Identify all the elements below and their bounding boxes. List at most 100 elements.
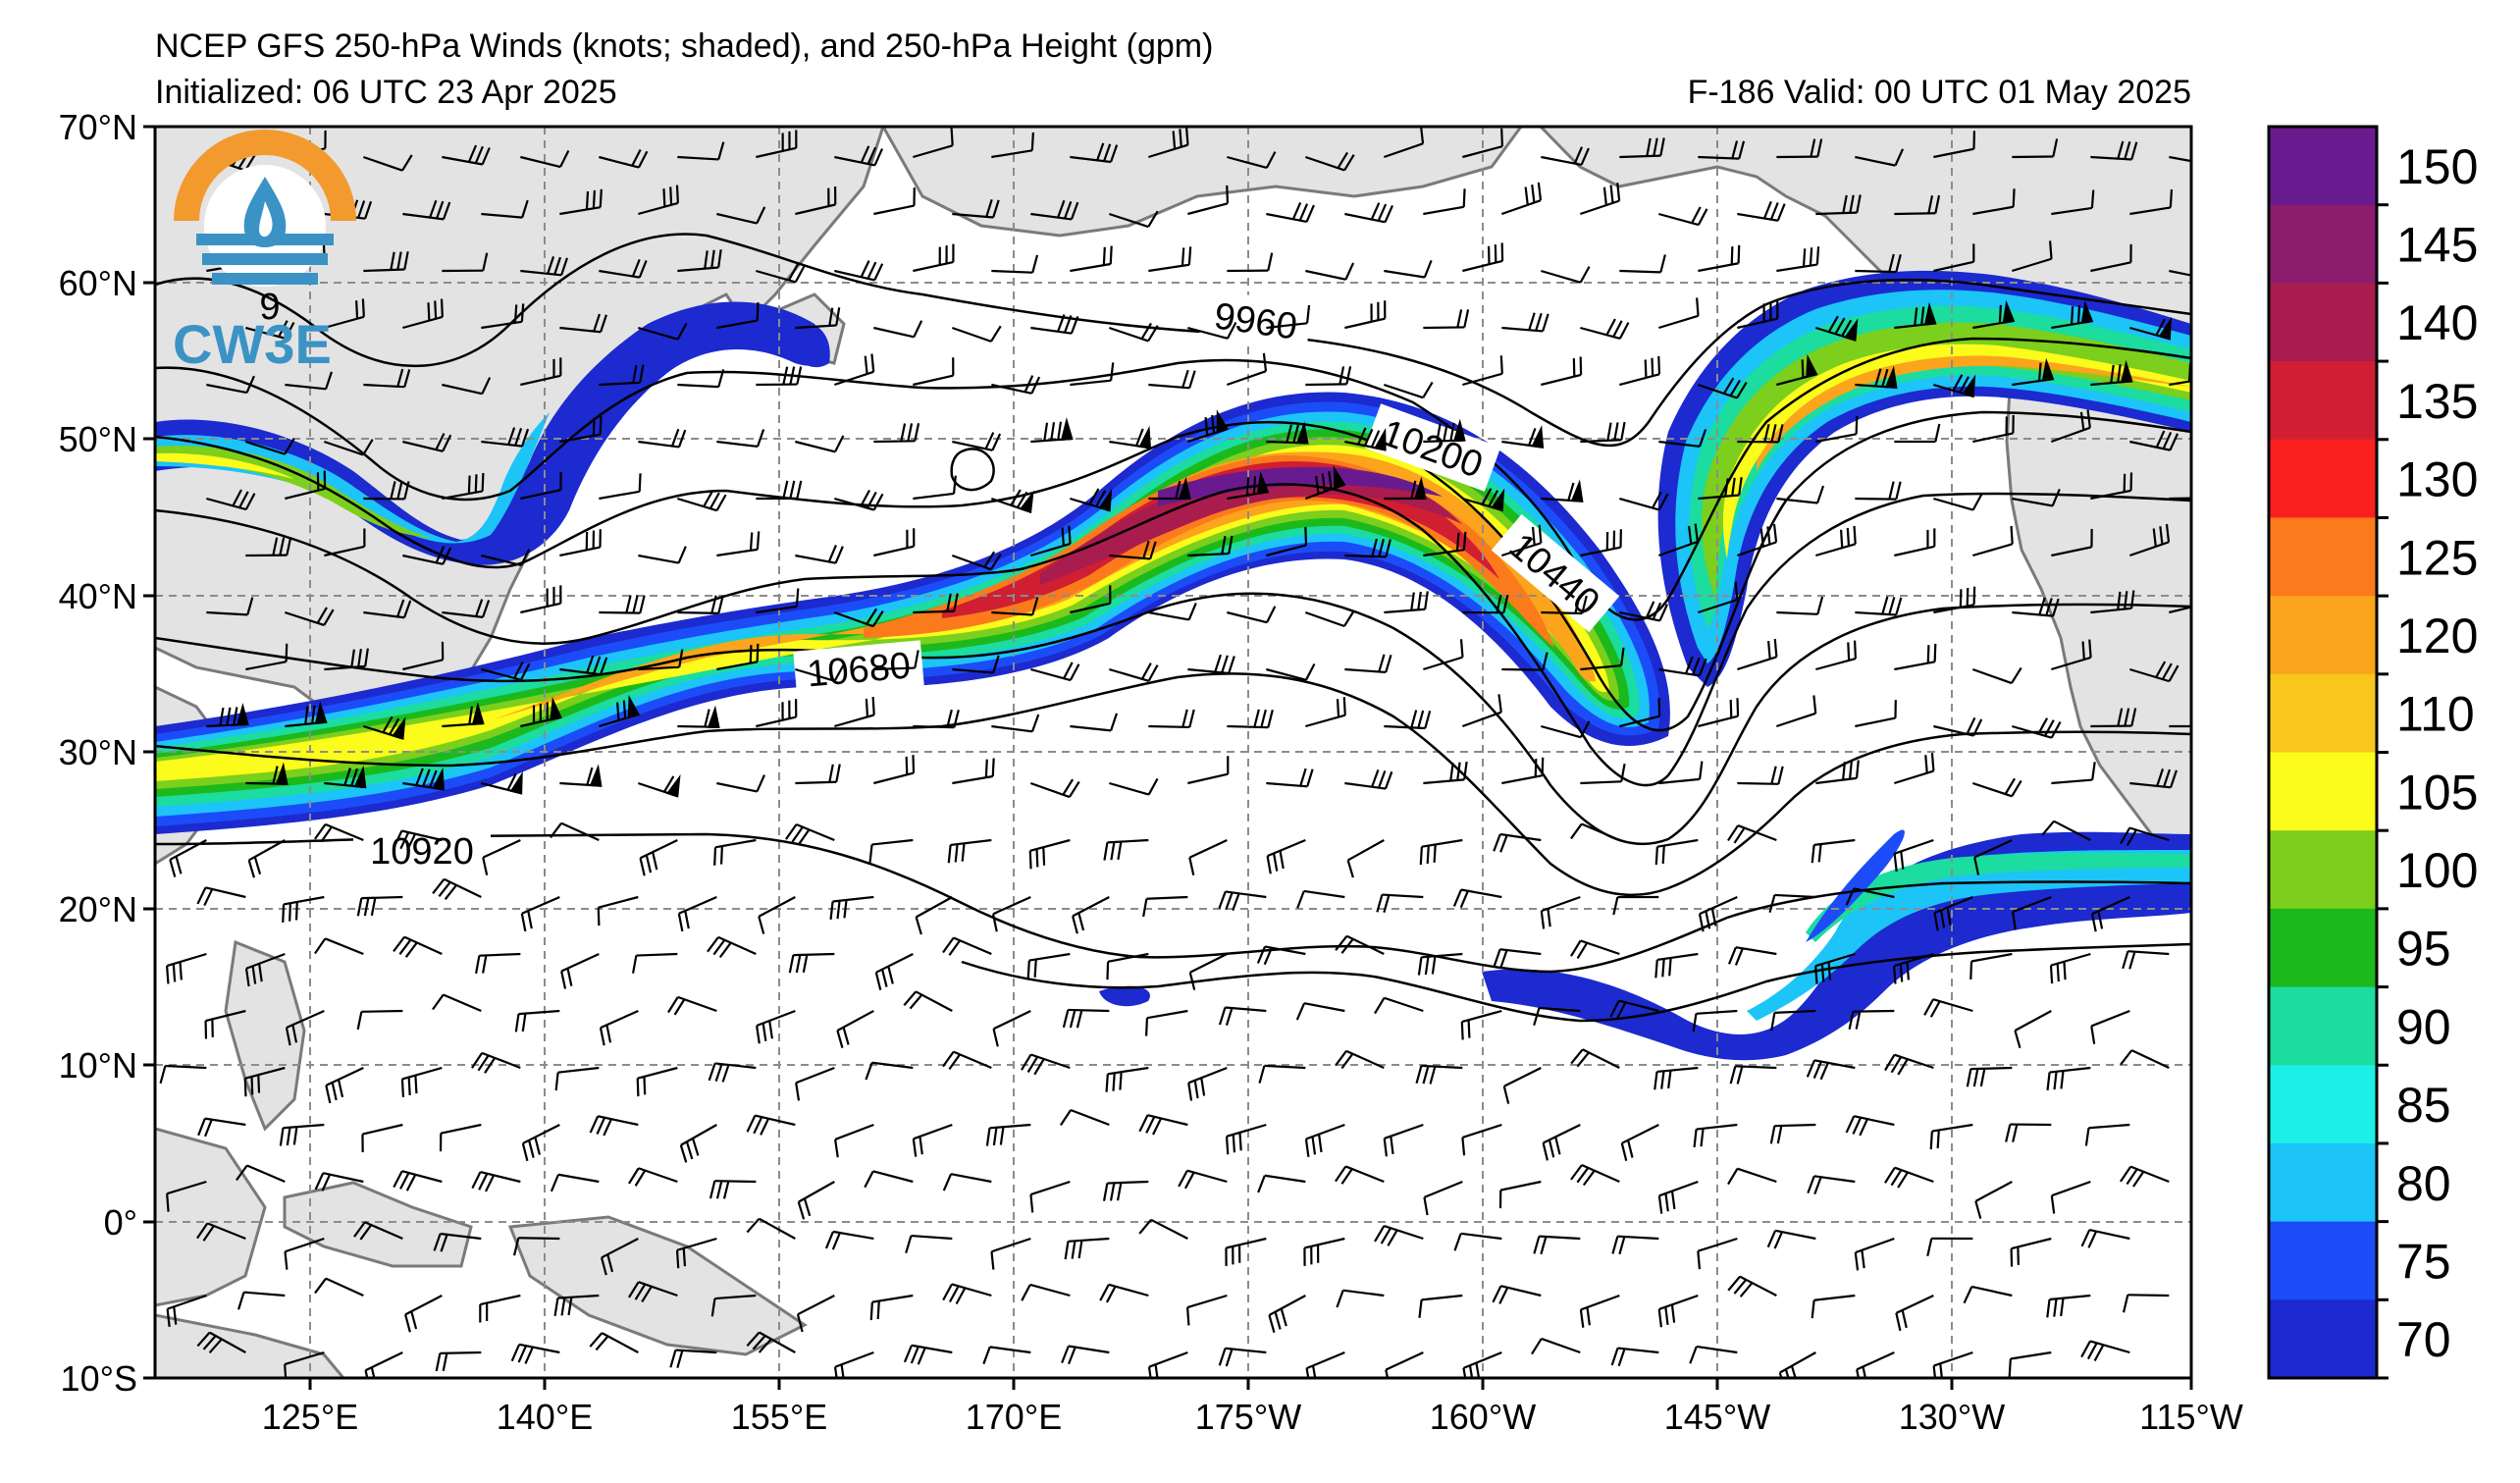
wind-barb — [1493, 948, 1542, 968]
wind-barb — [1147, 1351, 1188, 1378]
logo-sun-arc — [174, 130, 356, 222]
colorbar-label: 120 — [2396, 609, 2478, 663]
wind-barb — [1541, 720, 1591, 739]
wind-barb — [833, 608, 884, 628]
wind-barb — [873, 528, 916, 557]
wind-barb — [913, 475, 957, 501]
wind-barb — [1848, 1009, 1895, 1030]
wind-barb — [716, 429, 765, 449]
wind-barb — [1374, 1225, 1424, 1246]
wind-barb — [1895, 1295, 1934, 1332]
wind-barb — [1933, 493, 1983, 511]
wind-barb — [245, 320, 295, 340]
wind-barb — [992, 1010, 1031, 1047]
lat-label-10n: 10°N — [59, 1045, 137, 1086]
wind-barb — [1462, 355, 1503, 387]
wind-barb — [481, 199, 529, 219]
wind-barb — [1579, 1294, 1620, 1328]
wind-barb — [520, 585, 562, 614]
wind-barb — [1619, 355, 1661, 387]
wind-barb — [1533, 1235, 1581, 1255]
wind-barb — [1383, 381, 1434, 399]
wind-barb — [1109, 540, 1157, 560]
wind-barb — [1657, 1180, 1699, 1214]
wind-barb — [677, 141, 725, 161]
wind-barb — [1453, 1232, 1502, 1251]
wind-barb — [2090, 895, 2130, 932]
wind-barb — [1021, 1053, 1071, 1076]
wind-barb — [324, 298, 365, 330]
wind-barb — [1855, 596, 1903, 616]
colorbar-label: 130 — [2396, 452, 2478, 507]
wind-barb — [903, 990, 953, 1012]
wind-barb — [1893, 952, 1934, 984]
wind-barb — [2169, 155, 2191, 166]
wind-barb — [1423, 188, 1466, 216]
wind-barb — [1419, 838, 1463, 866]
wind-barb — [1612, 895, 1659, 916]
wind-barb — [1138, 1114, 1188, 1136]
wind-barb — [481, 661, 531, 681]
wind-barb — [1148, 369, 1196, 390]
wind-barb — [402, 433, 452, 452]
wind-barb — [1218, 890, 1267, 912]
wind-barb — [245, 762, 289, 785]
wind-barb — [1266, 304, 1311, 330]
lon-label-175w: 175°W — [1195, 1397, 1301, 1437]
lat-label-60n: 60°N — [59, 263, 137, 303]
wind-barb — [1188, 953, 1228, 990]
colorbar-label: 110 — [2396, 687, 2475, 742]
wind-barb — [1570, 822, 1620, 842]
wind-barb — [1462, 242, 1504, 273]
wind-barb — [1894, 528, 1936, 557]
wind-barb — [599, 148, 649, 169]
wind-barb — [905, 1234, 953, 1254]
wind-barb — [442, 252, 489, 273]
wind-barb — [1894, 753, 1935, 785]
wind-barb — [829, 895, 874, 920]
wind-barb — [1620, 1124, 1659, 1161]
wind-barb — [1385, 1351, 1424, 1378]
wind-barb — [1030, 525, 1072, 557]
wind-barb — [1737, 300, 1779, 330]
wind-barb — [1971, 666, 2022, 685]
wind-barb — [1030, 314, 1079, 335]
wind-barb — [521, 1124, 560, 1162]
wind-barb — [864, 1170, 914, 1189]
wind-barb — [1815, 760, 1860, 785]
wind-barb — [677, 895, 717, 932]
wind-barb — [1026, 952, 1071, 980]
wind-barb — [1460, 1009, 1502, 1040]
wind-barb — [1060, 1108, 1110, 1127]
colorbar-swatch — [2269, 204, 2377, 284]
wind-barb — [1344, 769, 1393, 790]
wind-barb — [1501, 312, 1549, 333]
wind-barb — [795, 307, 841, 330]
lon-label-170e: 170°E — [966, 1397, 1062, 1437]
lon-label-140e: 140°E — [497, 1397, 593, 1437]
wind-barb — [1186, 1294, 1228, 1326]
wind-barb — [1187, 654, 1235, 675]
wind-barb — [2050, 1180, 2091, 1214]
wind-barb — [1187, 322, 1237, 340]
wind-barb — [913, 127, 954, 159]
wind-barb — [1698, 140, 1746, 160]
wind-barb — [873, 755, 916, 785]
wind-barb — [1855, 481, 1902, 501]
wind-barb — [363, 715, 406, 740]
wind-barb — [402, 546, 452, 565]
wind-barb — [1775, 695, 1817, 728]
wind-barb — [677, 249, 722, 273]
wind-barb — [2050, 409, 2091, 444]
lat-label-20n: 20°N — [59, 889, 137, 929]
wind-barb — [481, 303, 525, 330]
wind-barb — [1105, 1066, 1149, 1092]
wind-barb — [481, 427, 530, 448]
wind-barb — [285, 701, 328, 728]
wind-barb — [952, 758, 995, 785]
wind-barb — [1815, 415, 1859, 444]
wind-barb — [982, 1346, 1031, 1365]
wind-barb — [1894, 301, 1937, 330]
colorbar-swatch — [2269, 127, 2377, 206]
wind-barb — [2012, 717, 2062, 739]
